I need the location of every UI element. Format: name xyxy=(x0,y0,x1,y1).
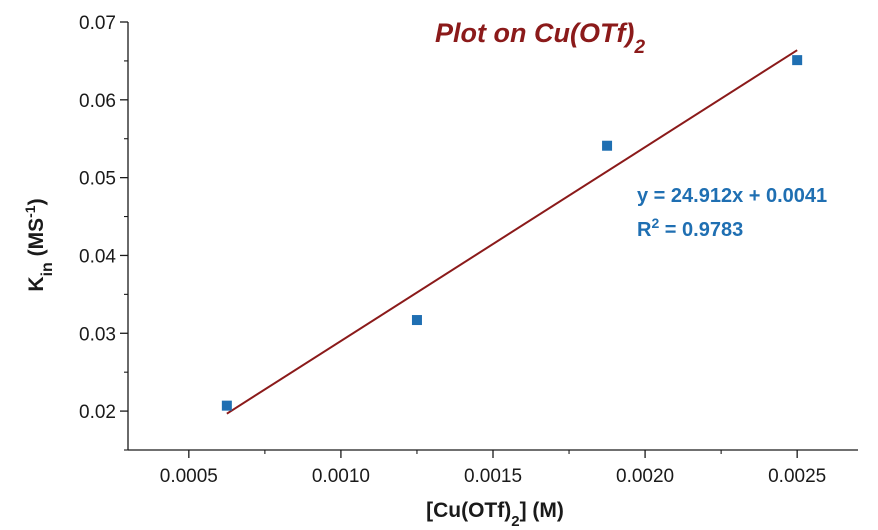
data-points xyxy=(221,55,803,411)
y-axis-title: Kin (MS-1) xyxy=(22,198,56,291)
x-tick-label: 0.0005 xyxy=(160,466,218,487)
chart-title-sub: 2 xyxy=(633,37,645,58)
ticks: 0.0005 0.0010 0.0015 0.0020 0.0025 0.02 0.03 0.… xyxy=(79,13,826,487)
chart-title: Plot on Cu(OTf)2 xyxy=(435,18,645,58)
y-tick-label: 0.03 xyxy=(79,324,116,345)
chart-title-main: Plot on Cu(OTf) xyxy=(435,18,634,48)
x-axis-title-sub: 2 xyxy=(511,513,519,530)
axes xyxy=(127,22,858,451)
x-tick-label: 0.0015 xyxy=(464,466,522,487)
y-axis-title-sub: in xyxy=(39,262,56,276)
fit-line-group xyxy=(226,49,798,415)
y-axis-title-main: K xyxy=(25,276,48,291)
fit-equation: y = 24.912x + 0.0041 xyxy=(637,185,827,207)
data-point xyxy=(602,140,613,151)
y-axis-title-unit-post: ) xyxy=(25,198,48,205)
x-axis-title-pre: [Cu(OTf) xyxy=(426,499,511,522)
y-axis-title-unit-pre: (MS xyxy=(25,218,48,262)
y-tick-label: 0.07 xyxy=(79,13,116,34)
data-point xyxy=(221,400,232,411)
r-squared: R2 = 0.9783 xyxy=(637,215,743,241)
y-tick-label: 0.05 xyxy=(79,169,116,190)
x-tick-label: 0.0020 xyxy=(616,466,674,487)
r-squared-pre: R xyxy=(637,219,652,241)
y-tick-label: 0.06 xyxy=(79,91,116,112)
x-tick-label: 0.0025 xyxy=(768,466,826,487)
data-point xyxy=(411,315,422,326)
x-axis-title-post: ] (M) xyxy=(520,499,564,522)
r-squared-post: = 0.9783 xyxy=(659,219,743,241)
y-axis-title-unit-sup: -1 xyxy=(22,205,38,218)
y-tick-label: 0.02 xyxy=(79,402,116,423)
fit-line xyxy=(226,49,798,415)
x-tick-label: 0.0010 xyxy=(312,466,370,487)
y-tick-label: 0.04 xyxy=(79,246,116,267)
x-axis-title: [Cu(OTf)2] (M) xyxy=(426,499,564,530)
r-squared-sup: 2 xyxy=(651,215,659,231)
data-point xyxy=(792,55,803,66)
